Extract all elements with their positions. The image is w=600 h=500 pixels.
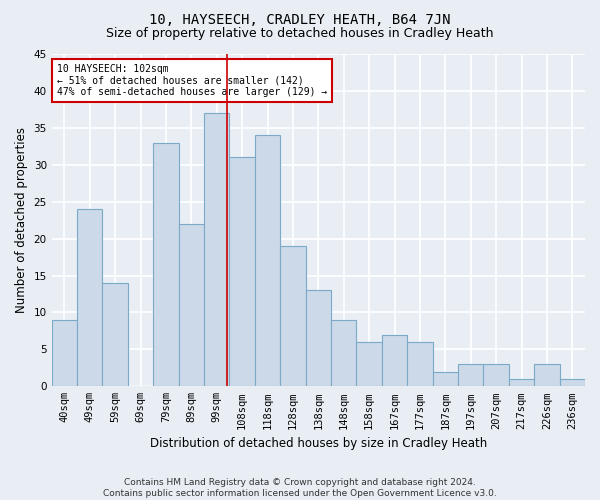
- Bar: [204, 113, 229, 386]
- Bar: [331, 320, 356, 386]
- Text: 10, HAYSEECH, CRADLEY HEATH, B64 7JN: 10, HAYSEECH, CRADLEY HEATH, B64 7JN: [149, 12, 451, 26]
- Bar: [179, 224, 204, 386]
- Bar: [229, 158, 255, 386]
- Bar: [153, 142, 179, 386]
- Bar: [52, 320, 77, 386]
- Bar: [305, 290, 331, 386]
- Text: Size of property relative to detached houses in Cradley Heath: Size of property relative to detached ho…: [106, 28, 494, 40]
- Bar: [458, 364, 484, 386]
- Bar: [382, 334, 407, 386]
- Text: 10 HAYSEECH: 102sqm
← 51% of detached houses are smaller (142)
47% of semi-detac: 10 HAYSEECH: 102sqm ← 51% of detached ho…: [57, 64, 327, 97]
- Bar: [77, 209, 103, 386]
- Bar: [509, 379, 534, 386]
- Bar: [280, 246, 305, 386]
- Bar: [255, 135, 280, 386]
- Bar: [433, 372, 458, 386]
- Bar: [534, 364, 560, 386]
- Text: Contains HM Land Registry data © Crown copyright and database right 2024.
Contai: Contains HM Land Registry data © Crown c…: [103, 478, 497, 498]
- Bar: [560, 379, 585, 386]
- Bar: [407, 342, 433, 386]
- X-axis label: Distribution of detached houses by size in Cradley Heath: Distribution of detached houses by size …: [150, 437, 487, 450]
- Bar: [103, 283, 128, 387]
- Y-axis label: Number of detached properties: Number of detached properties: [15, 127, 28, 313]
- Bar: [356, 342, 382, 386]
- Bar: [484, 364, 509, 386]
